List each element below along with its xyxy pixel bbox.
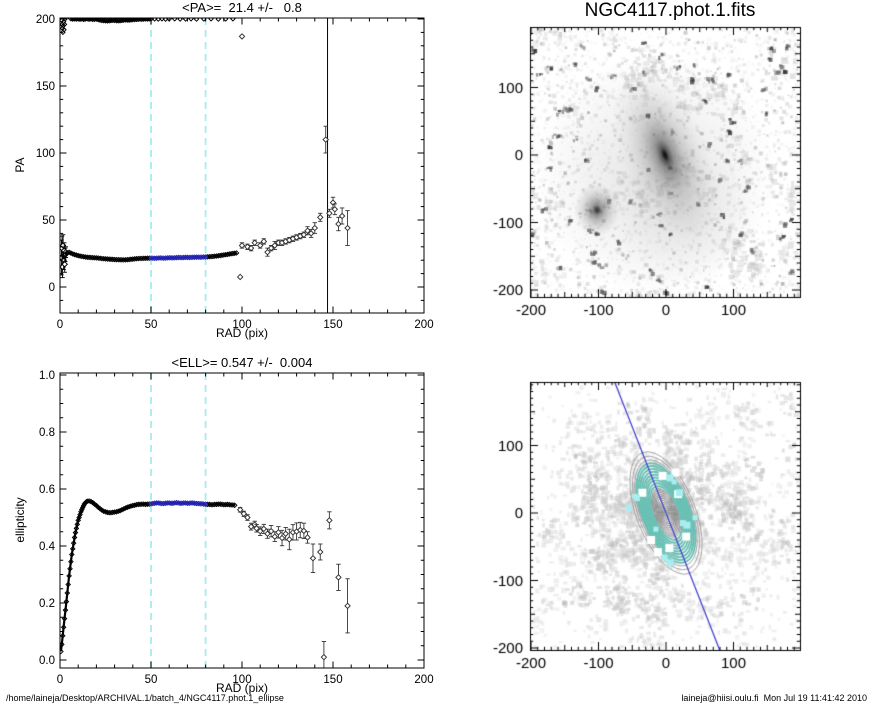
- x-tick-label: 200: [414, 674, 433, 686]
- y-tick-label: 0.2: [39, 598, 55, 610]
- ellipticity-plot-canvas: 0 50 100 150 200 0.0 0.2 0.4 0.6 0.8 1.0: [39, 370, 434, 686]
- pa-plot-canvas: 0 50 100 150 200 0 50 100 150 200: [36, 14, 434, 331]
- x-tick-label: 150: [323, 674, 342, 686]
- x-tick-label: 150: [323, 319, 342, 331]
- y-tick-label: 150: [36, 81, 55, 93]
- output-file-path: /home/laineja/Desktop/ARCHIVAL.1/batch_4…: [6, 693, 284, 703]
- user-host-timestamp: laineja@hiisi.oulu.fi Mon Jul 19 11:41:4…: [681, 693, 867, 703]
- galaxy-image: [450, 0, 885, 355]
- y-tick-label: 0.8: [39, 427, 55, 439]
- y-tick-label: 1.0: [39, 370, 55, 382]
- y-tick-label: 50: [42, 215, 55, 227]
- y-tick-label: 0.0: [39, 655, 55, 667]
- ellipticity-vs-radius-panel: 0 50 100 150 200 0.0 0.2 0.4 0.6 0.8 1.0 <ELL>= 0.…: [0, 355, 450, 708]
- pa-xaxis-label: RAD (pix): [215, 326, 268, 340]
- plot-area: [60, 373, 351, 668]
- y-tick-label: 0.4: [39, 541, 56, 553]
- x-tick-label: 100: [232, 319, 251, 331]
- y-tick-label: 200: [36, 14, 55, 26]
- plot-area: [60, 18, 351, 313]
- contour-overlay-image: [450, 355, 885, 708]
- pa-yaxis-label: PA: [13, 157, 27, 173]
- ell-xaxis-label: RAD (pix): [215, 681, 268, 695]
- fits-image-title: NGC4117.phot.1.fits: [584, 0, 756, 21]
- x-tick-label: 50: [145, 319, 158, 331]
- x-tick-label: 0: [57, 319, 63, 331]
- y-tick-label: 0: [49, 282, 55, 294]
- contour-overlay-panel: [450, 355, 885, 708]
- galaxy-image-panel: NGC4117.phot.1.fits: [450, 0, 885, 355]
- ell-plot-title: <ELL>= 0.547 +/- 0.004: [171, 355, 313, 370]
- plot-frame: [59, 17, 425, 314]
- x-tick-label: 200: [414, 319, 433, 331]
- x-tick-label: 50: [145, 674, 158, 686]
- y-tick-label: 0.6: [39, 484, 55, 496]
- pa-vs-radius-panel: 0 50 100 150 200 0 50 100 150 200 <PA>= 21.4 +/- …: [0, 0, 450, 355]
- pa-plot-title: <PA>= 21.4 +/- 0.8: [182, 0, 302, 15]
- x-tick-label: 100: [232, 674, 251, 686]
- ell-yaxis-label: ellipticity: [13, 497, 27, 543]
- y-tick-label: 100: [36, 148, 55, 160]
- x-tick-label: 0: [57, 674, 63, 686]
- plot-frame: [59, 372, 425, 669]
